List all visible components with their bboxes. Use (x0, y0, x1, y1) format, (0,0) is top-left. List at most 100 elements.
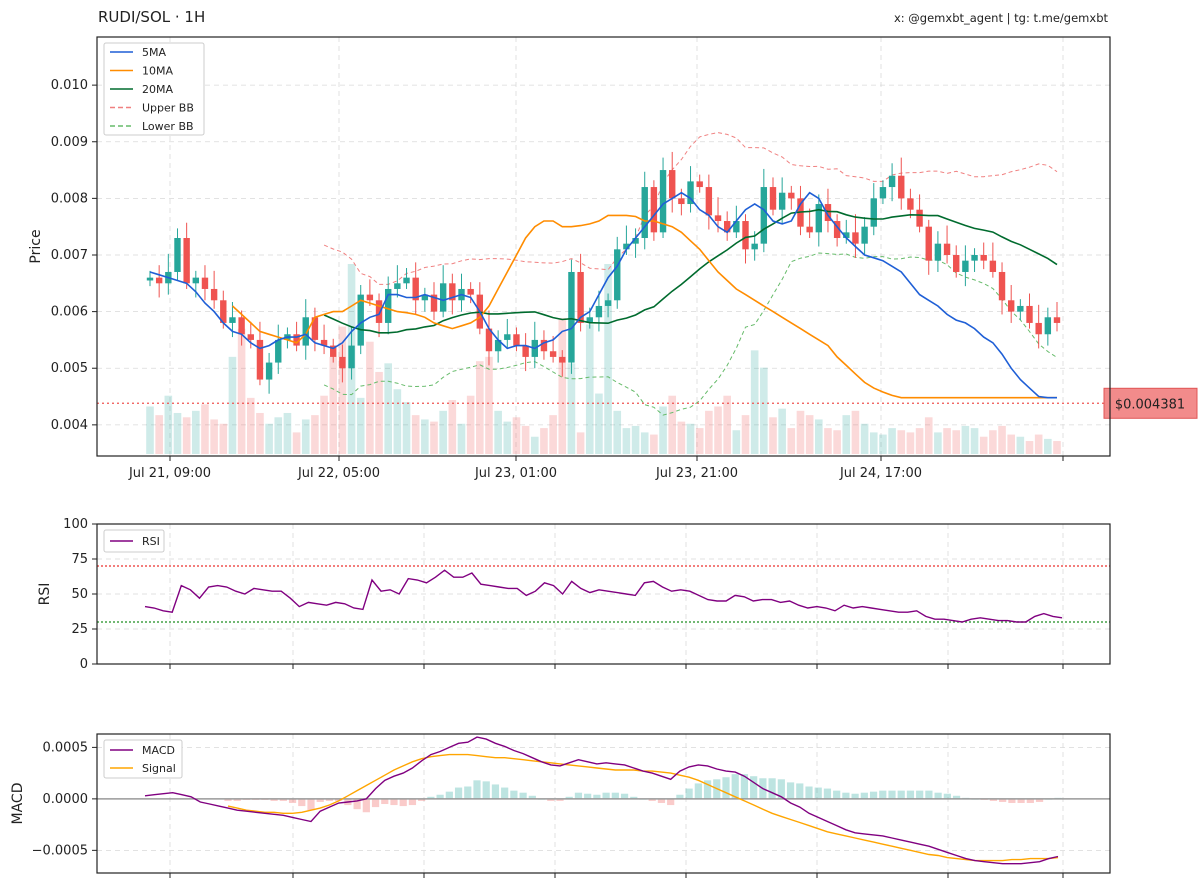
candle-body (806, 226, 813, 233)
candle-body (833, 221, 841, 239)
candle-body (302, 317, 309, 346)
macd-histogram-bar (823, 788, 832, 799)
rsi-ytick-label: 100 (63, 517, 88, 532)
rsi-frame (96, 523, 1111, 665)
volume-bar (760, 367, 768, 454)
volume-bar (1025, 441, 1034, 454)
candle-body (339, 356, 346, 369)
volume-bar (411, 415, 420, 454)
candle-body (678, 198, 685, 205)
volume-bar (512, 417, 521, 454)
price-ytick-label: 0.006 (51, 305, 88, 320)
volume-bar (1044, 438, 1052, 454)
volume-bar (613, 410, 622, 454)
candle-body (943, 243, 951, 255)
volume-bar (384, 363, 393, 454)
macd-histogram-bar (528, 795, 536, 799)
macd-histogram-bar (574, 792, 583, 799)
price-xtick-label: Jul 23, 21:00 (655, 466, 738, 481)
volume-bar (366, 341, 374, 454)
signal-legend-label: Signal (142, 762, 176, 775)
ma5-line (149, 191, 1057, 399)
candle-body (421, 294, 429, 301)
volume-bar (705, 410, 713, 454)
volume-bar (842, 415, 851, 454)
ma20-line (323, 208, 1058, 334)
price-ytick-label: 0.009 (51, 135, 88, 150)
volume-bar (375, 371, 383, 454)
volume-bar (494, 410, 502, 454)
price-panel: 0.004 0.005 0.006 0.007 0.008 0.009 0.010 $0.00… (28, 36, 1198, 481)
macd-histogram-bar (750, 776, 758, 799)
candle-body (394, 283, 401, 289)
candle-body (385, 288, 392, 323)
volume-bar (164, 395, 173, 454)
macd-histogram-bar (547, 798, 555, 801)
volume-bar (393, 389, 402, 454)
upper-bb-line (323, 132, 1058, 285)
candle-body (1053, 317, 1061, 323)
candle-body (971, 254, 978, 261)
volume-bar (879, 434, 887, 454)
candle-body (852, 232, 859, 244)
macd-histogram-bar (989, 798, 998, 801)
candle-body (650, 187, 658, 233)
macd-histogram-bar (1008, 798, 1016, 803)
macd-legend: MACD Signal (103, 739, 183, 779)
candle-body (229, 317, 236, 323)
rsi-legend-label: RSI (142, 535, 160, 548)
candle-body (641, 187, 648, 239)
candle-body (714, 215, 722, 222)
candle-body (155, 277, 163, 284)
candle-body (843, 232, 850, 239)
volume-bar (292, 432, 301, 454)
candle-body (898, 175, 905, 199)
macd-histogram-bar (685, 788, 693, 799)
candle-body (669, 170, 676, 199)
macd-histogram-bar (427, 796, 435, 799)
volume-bar (173, 412, 182, 454)
price-ytick-label: 0.010 (51, 78, 88, 93)
candle-body (549, 351, 557, 357)
volume-bar (485, 356, 493, 454)
volume-bar (897, 430, 906, 454)
macd-histogram-bar (408, 798, 417, 806)
macd-histogram-bar (325, 798, 334, 801)
volume-bar (439, 410, 447, 454)
macd-histogram-bar (436, 794, 444, 799)
price-ytick-label: 0.007 (51, 248, 88, 263)
volume-bar (1053, 441, 1061, 454)
volume-bar (338, 326, 347, 454)
macd-histogram-bar (491, 784, 500, 799)
macd-histogram-bar (593, 794, 601, 799)
page-title: RUDI/SOL · 1H (98, 8, 206, 26)
legend-label: 10MA (142, 65, 173, 78)
candle-body (815, 204, 822, 233)
macd-histogram-bar (620, 793, 629, 799)
volume-bar (1016, 436, 1025, 454)
price-xtick-label: Jul 22, 05:00 (297, 466, 380, 481)
macd-histogram-bar (418, 798, 426, 801)
volume-bar (228, 356, 237, 454)
volume-bar (182, 417, 191, 454)
candle-body (357, 294, 364, 346)
macd-histogram-bar (786, 782, 795, 799)
macd-histogram-bar (362, 798, 370, 813)
volume-bar (714, 406, 722, 454)
macd-ylabel: MACD (10, 783, 26, 825)
macd-histogram-bar (454, 787, 463, 799)
candle-body (824, 204, 832, 222)
macd-histogram-bar (916, 790, 924, 799)
macd-histogram-bar (353, 798, 361, 810)
candle-body (494, 339, 502, 352)
volume-bar (998, 425, 1006, 454)
volume-bar (989, 430, 997, 454)
macd-histogram-bar (740, 774, 749, 799)
candle-body (1007, 300, 1015, 312)
rsi-ylabel: RSI (37, 583, 53, 606)
macd-histogram-bar (657, 798, 666, 803)
candle-body (210, 288, 218, 301)
rsi-ytick-label: 50 (71, 587, 88, 602)
candle-body (925, 226, 932, 261)
candle-body (778, 192, 786, 210)
